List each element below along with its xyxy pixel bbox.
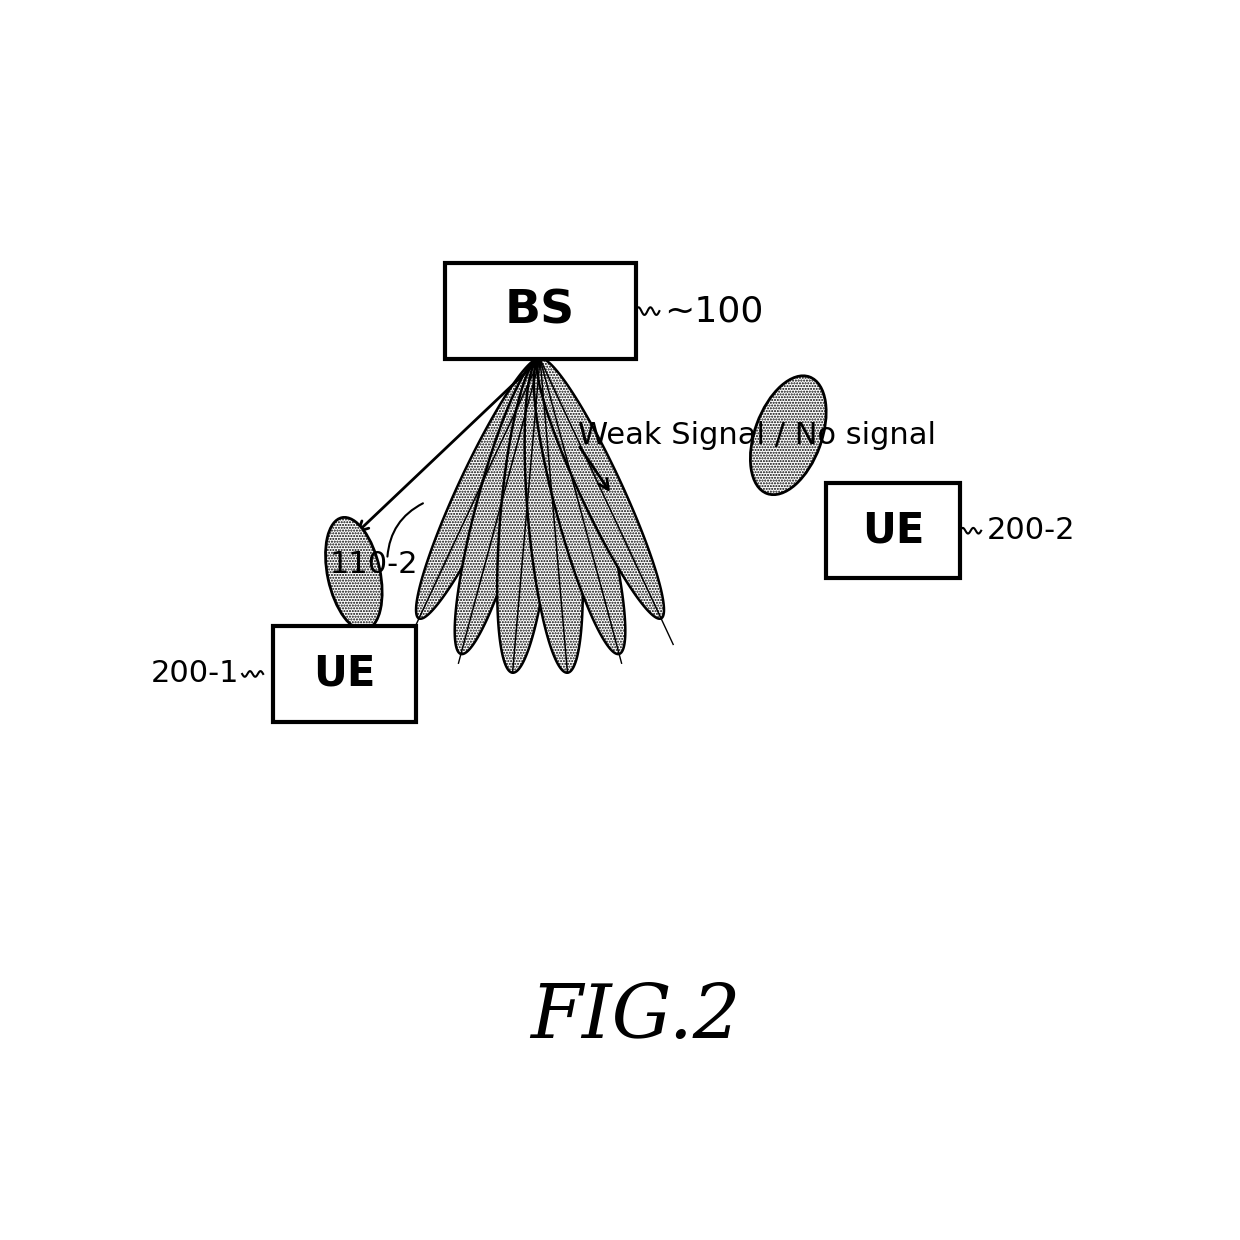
Text: 200-2: 200-2 — [987, 516, 1075, 546]
Polygon shape — [455, 358, 547, 655]
Text: ~100: ~100 — [665, 294, 764, 329]
Text: UE: UE — [312, 653, 376, 694]
Polygon shape — [497, 358, 556, 673]
Bar — [273, 626, 415, 722]
Polygon shape — [537, 358, 663, 619]
Polygon shape — [417, 358, 543, 619]
Polygon shape — [533, 358, 625, 655]
Text: 110-2: 110-2 — [330, 549, 418, 579]
Polygon shape — [525, 358, 583, 673]
Bar — [444, 263, 635, 358]
Text: FIG.2: FIG.2 — [531, 981, 740, 1054]
Ellipse shape — [750, 376, 826, 495]
Text: Weak Signal / No signal: Weak Signal / No signal — [578, 420, 936, 450]
Text: 200-1: 200-1 — [151, 660, 239, 688]
Bar — [826, 482, 960, 578]
Ellipse shape — [326, 517, 382, 630]
Text: UE: UE — [862, 510, 925, 552]
Text: BS: BS — [505, 289, 575, 334]
